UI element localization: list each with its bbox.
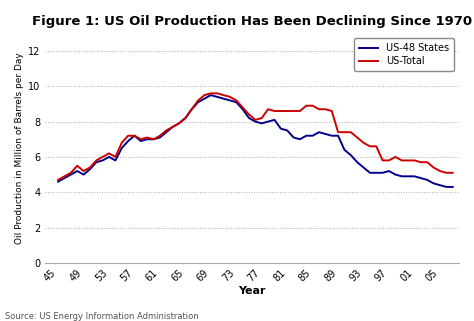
US-48 States bbox=[259, 121, 264, 125]
Line: US-48 States: US-48 States bbox=[58, 95, 453, 187]
US-48 States bbox=[437, 183, 443, 187]
US-Total bbox=[259, 116, 264, 120]
US-Total bbox=[246, 113, 252, 117]
US-48 States bbox=[208, 93, 214, 97]
Title: Figure 1: US Oil Production Has Been Declining Since 1970: Figure 1: US Oil Production Has Been Dec… bbox=[32, 15, 472, 28]
US-Total bbox=[55, 178, 61, 182]
US-Total bbox=[208, 91, 214, 95]
US-48 States bbox=[335, 134, 341, 138]
US-48 States bbox=[164, 130, 169, 134]
US-48 States bbox=[444, 185, 449, 189]
US-Total bbox=[164, 128, 169, 132]
US-Total bbox=[176, 121, 182, 125]
Legend: US-48 States, US-Total: US-48 States, US-Total bbox=[354, 38, 454, 71]
US-48 States bbox=[55, 180, 61, 184]
US-Total bbox=[335, 130, 341, 134]
US-48 States bbox=[246, 116, 252, 120]
US-Total bbox=[444, 171, 449, 175]
Y-axis label: Oil Production in Million of Barrels per Day: Oil Production in Million of Barrels per… bbox=[15, 52, 24, 244]
Line: US-Total: US-Total bbox=[58, 93, 453, 180]
US-Total bbox=[450, 171, 456, 175]
US-48 States bbox=[176, 121, 182, 125]
X-axis label: Year: Year bbox=[238, 286, 266, 296]
Text: Source: US Energy Information Administration: Source: US Energy Information Administra… bbox=[5, 312, 198, 321]
US-48 States bbox=[450, 185, 456, 189]
